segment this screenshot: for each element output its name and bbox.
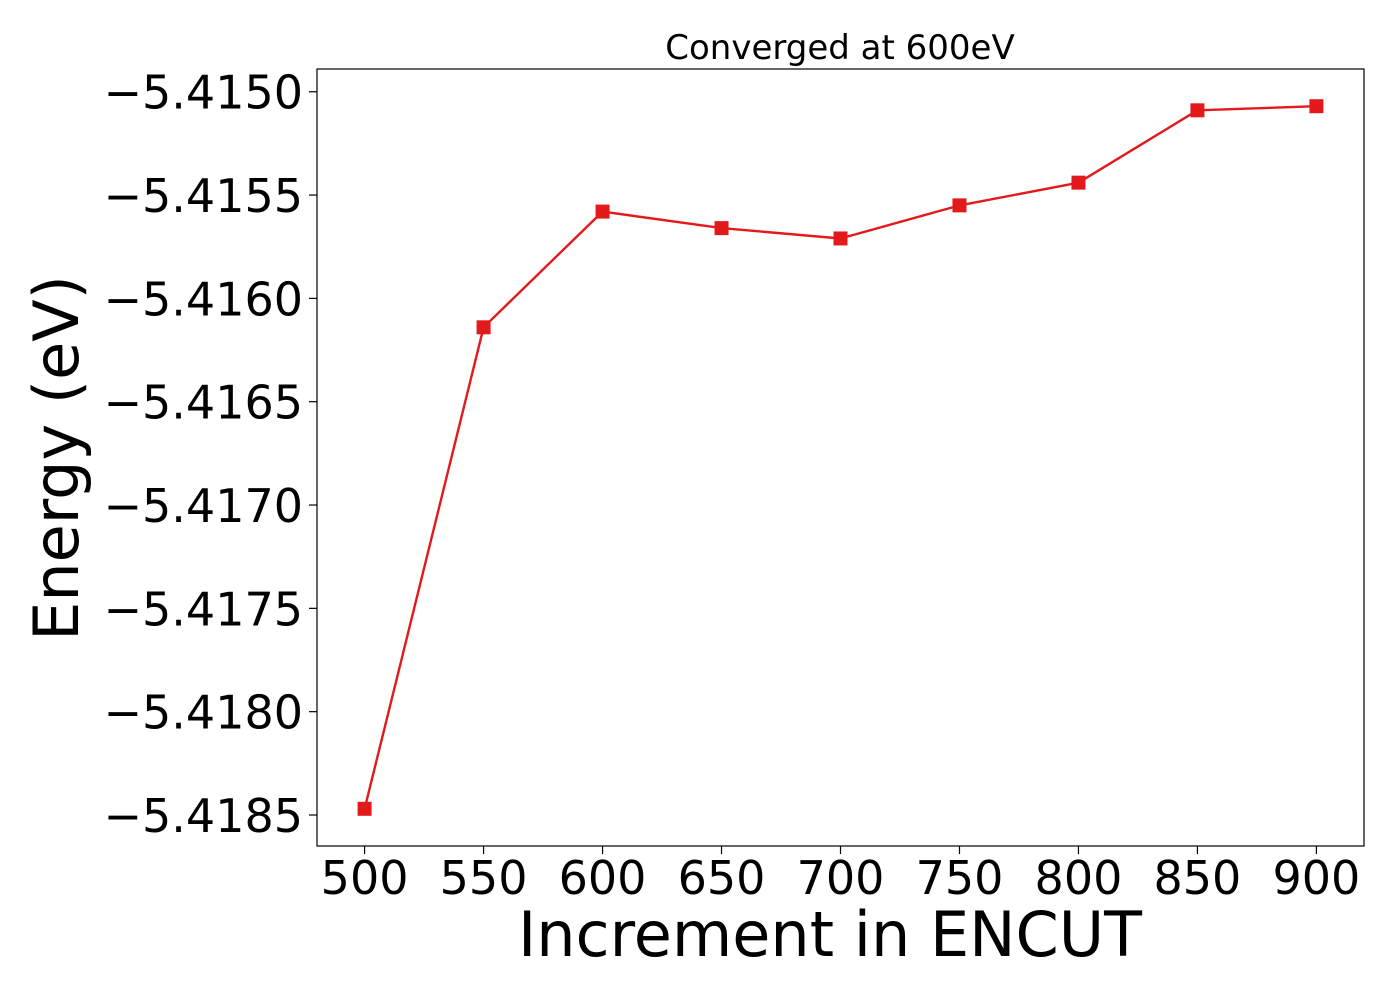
y-tick-label: −5.4165: [104, 376, 304, 430]
data-point-marker: [952, 198, 967, 213]
y-tick-label: −5.4155: [104, 169, 304, 223]
plot-area-frame: [316, 68, 1365, 847]
data-point-marker: [833, 231, 848, 246]
series-layer: [357, 99, 1324, 816]
y-tick-label: −5.4180: [104, 686, 304, 740]
data-point-marker: [357, 801, 372, 816]
x-tick-label: 600: [559, 851, 647, 905]
y-tick-label: −5.4150: [104, 66, 304, 120]
x-tick-label: 850: [1154, 851, 1242, 905]
y-tick-label: −5.4185: [104, 789, 304, 843]
y-tick-label: −5.4160: [104, 272, 304, 326]
x-axis-ticks: 500 550 600 650 700 750 800 850 900: [321, 846, 1361, 905]
x-tick-label: 750: [916, 851, 1004, 905]
x-tick-label: 550: [440, 851, 528, 905]
x-tick-label: 900: [1273, 851, 1361, 905]
chart-title: Converged at 600eV: [665, 28, 1014, 68]
x-tick-label: 650: [678, 851, 766, 905]
data-point-marker: [1071, 175, 1086, 190]
y-tick-label: −5.4170: [104, 479, 304, 533]
data-point-marker: [595, 204, 610, 219]
data-point-marker: [714, 221, 729, 236]
x-tick-label: 800: [1035, 851, 1123, 905]
data-point-marker: [476, 320, 491, 335]
x-axis-label: Increment in ENCUT: [518, 898, 1143, 971]
x-tick-label: 700: [797, 851, 885, 905]
data-point-marker: [1190, 103, 1205, 118]
y-axis-ticks: −5.4150 −5.4155 −5.4160 −5.4165 −5.4170 −5.41…: [104, 66, 317, 843]
y-axis-label: Energy (eV): [20, 275, 93, 641]
x-tick-label: 500: [321, 851, 409, 905]
y-tick-label: −5.4175: [104, 582, 304, 636]
data-point-marker: [1309, 99, 1324, 114]
